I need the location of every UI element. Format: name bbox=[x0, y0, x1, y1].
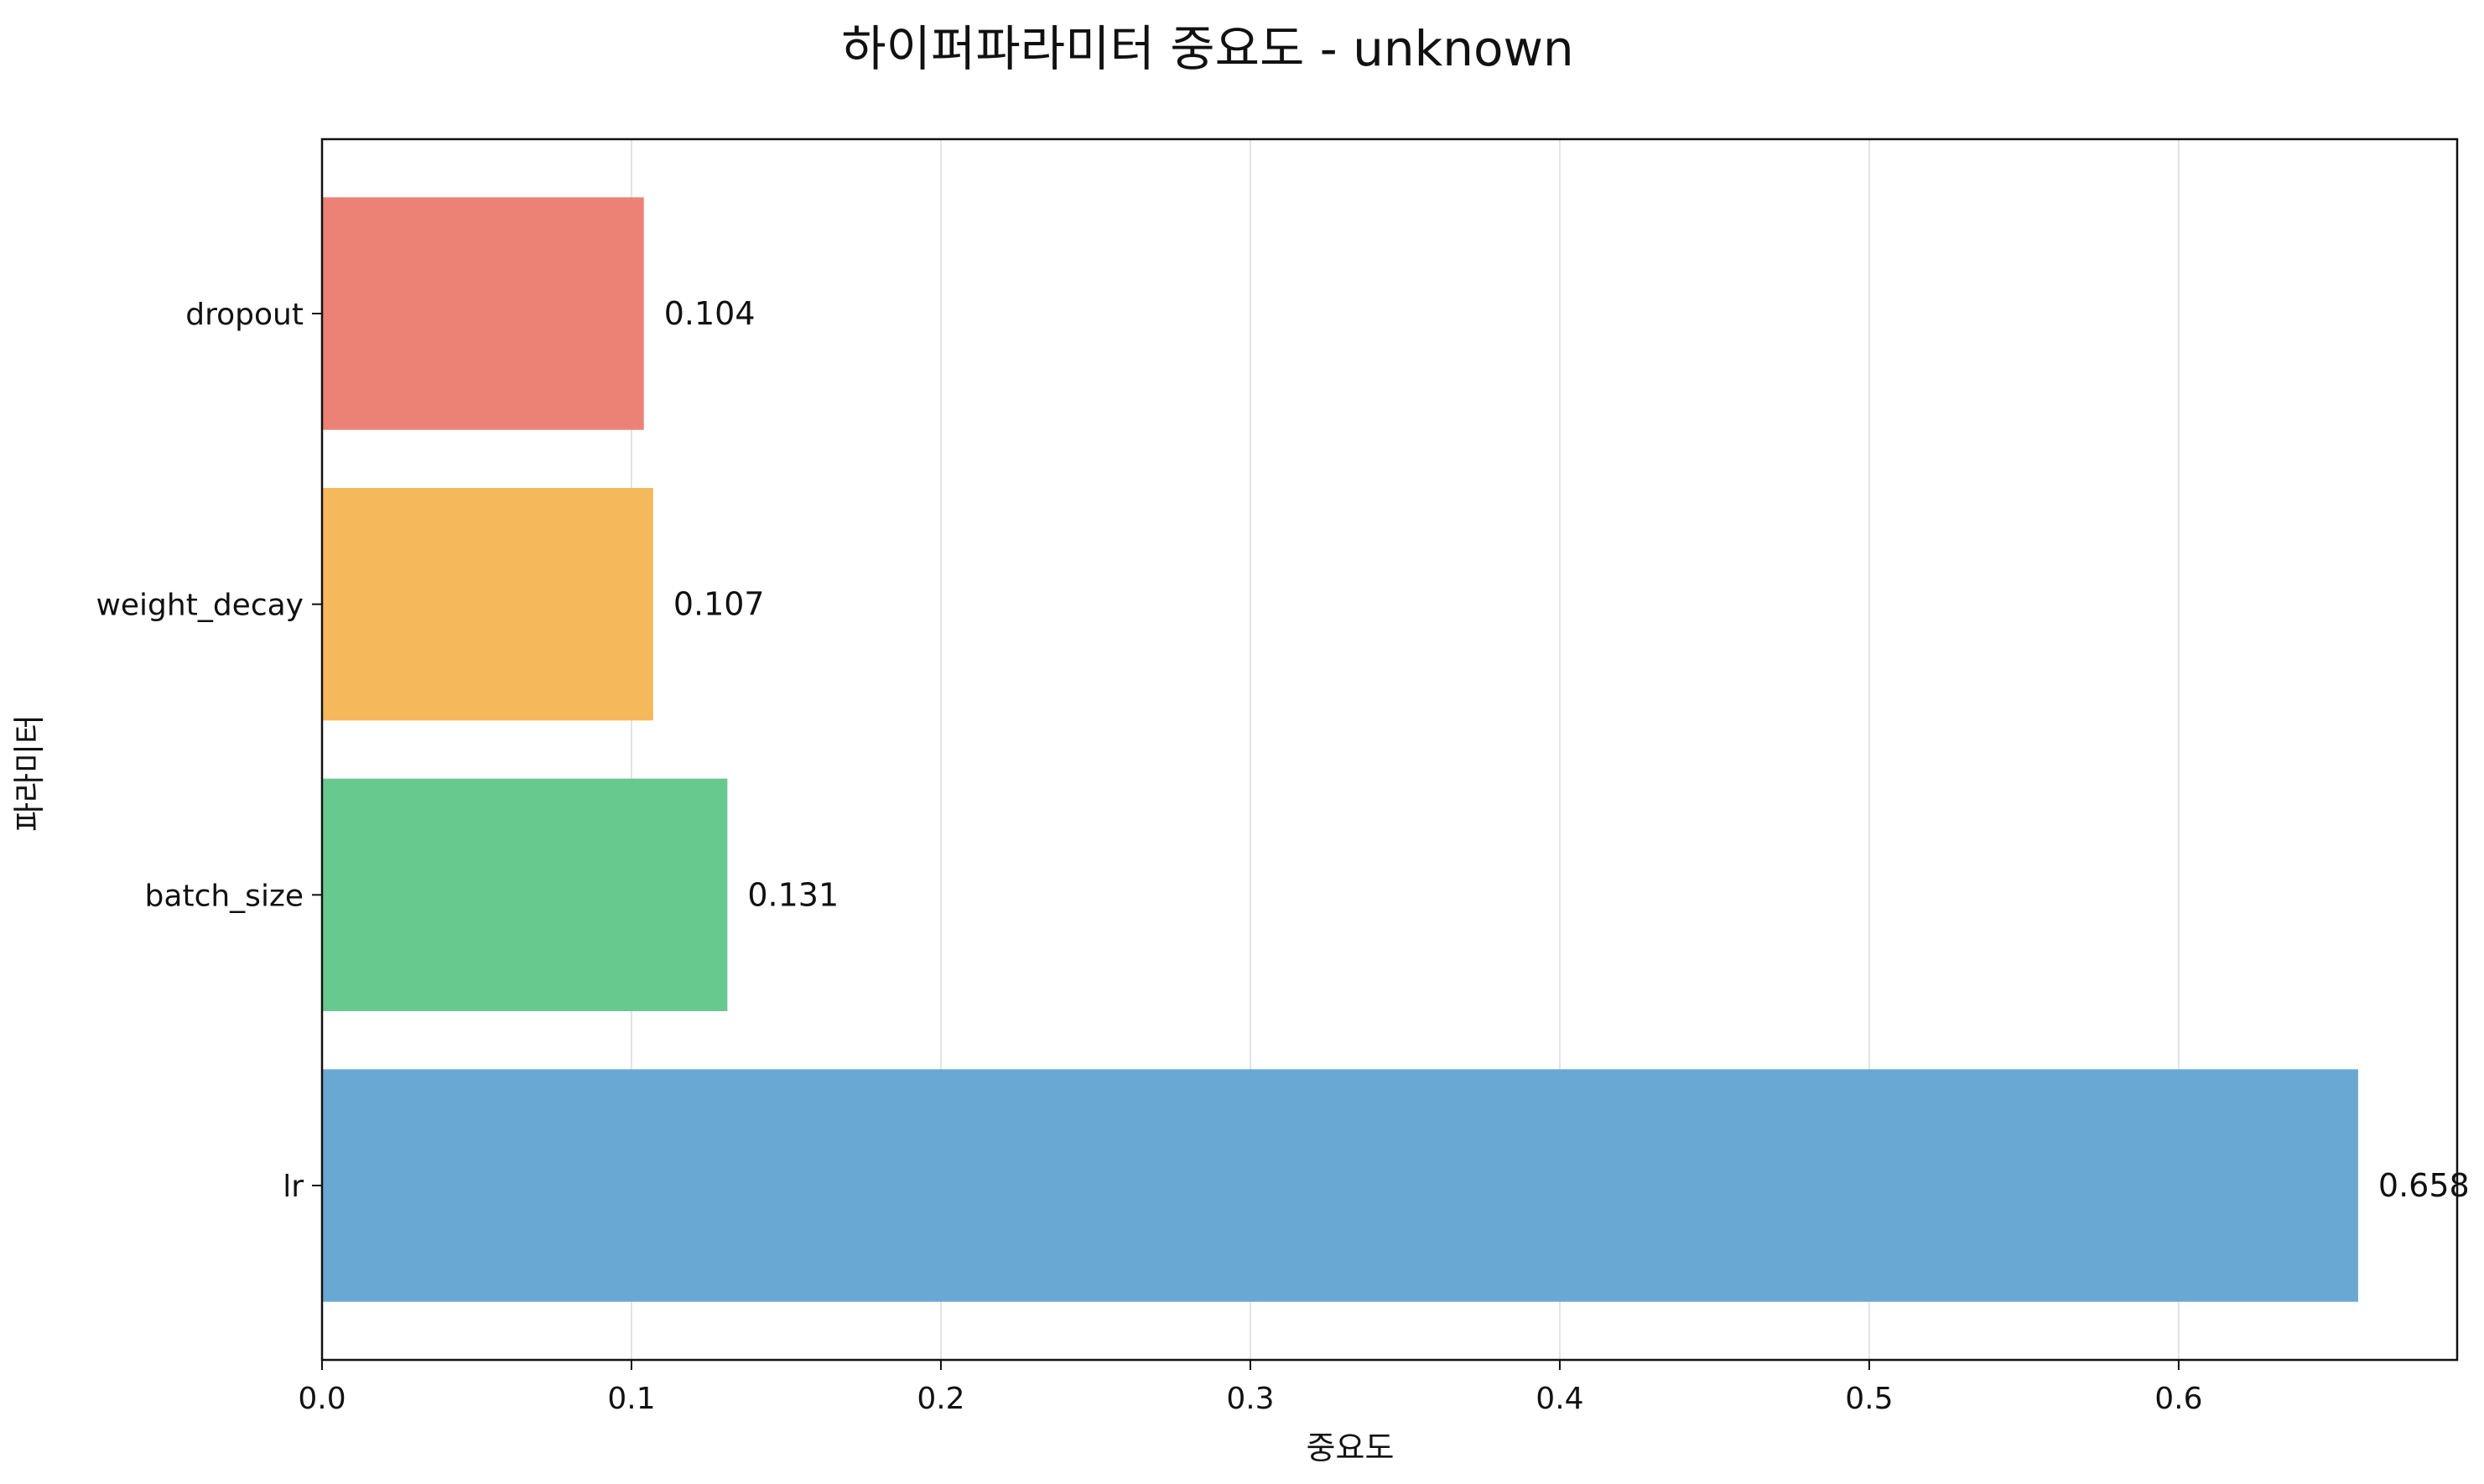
y-axis-label: 파라미터 bbox=[11, 714, 48, 832]
x-tick-label: 0.1 bbox=[607, 1382, 655, 1416]
x-tick-label: 0.4 bbox=[1536, 1382, 1583, 1416]
plot-frame bbox=[320, 138, 2459, 1362]
x-tick-label: 0.2 bbox=[917, 1382, 964, 1416]
bar-batch_size bbox=[322, 778, 728, 1011]
y-tick-label: batch_size bbox=[145, 879, 304, 913]
x-tick-label: 0.5 bbox=[1845, 1382, 1893, 1416]
y-tick-label: dropout bbox=[185, 298, 304, 332]
y-tick-label: weight_decay bbox=[96, 589, 304, 623]
x-tick-label: 0.3 bbox=[1226, 1382, 1274, 1416]
chart-title: 하이퍼파라미터 중요도 - unknown bbox=[841, 20, 1573, 77]
x-tick-label: 0.0 bbox=[298, 1382, 346, 1416]
bar-value-label: 0.131 bbox=[747, 876, 839, 913]
bar-value-label: 0.658 bbox=[2378, 1167, 2470, 1204]
bar-value-label: 0.104 bbox=[664, 295, 756, 332]
plot-area: 0.658 lr 0.131 batch_size 0.107 weight_decay 0… bbox=[96, 138, 2470, 1416]
bar-weight_decay bbox=[322, 488, 653, 721]
bar-dropout bbox=[322, 197, 644, 430]
bar-lr bbox=[322, 1069, 2358, 1302]
x-tick-label: 0.6 bbox=[2154, 1382, 2202, 1416]
y-tick-label: lr bbox=[283, 1170, 304, 1204]
bar-value-label: 0.107 bbox=[673, 586, 765, 623]
x-axis-label: 중요도 bbox=[1307, 1430, 1395, 1466]
